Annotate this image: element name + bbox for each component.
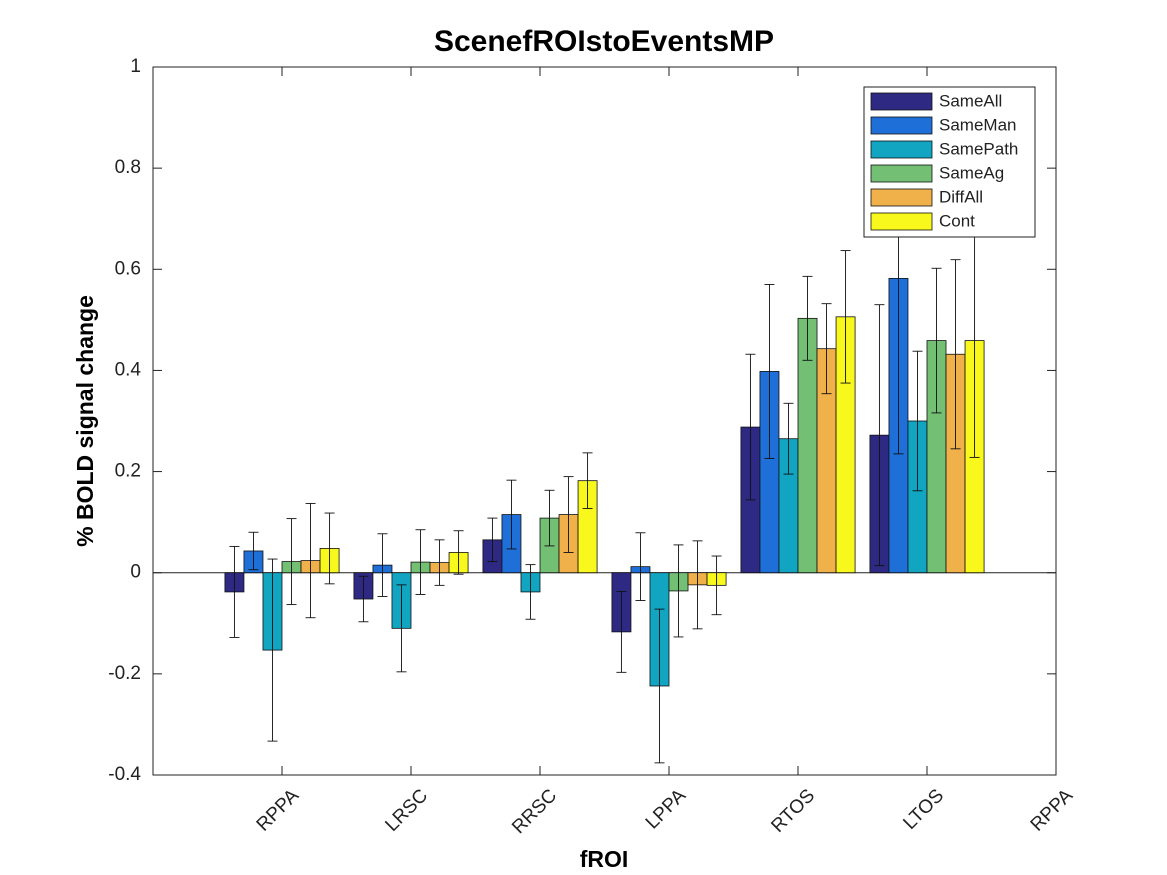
error-bar — [654, 608, 665, 764]
legend-swatch — [870, 188, 933, 207]
error-bar — [745, 353, 756, 501]
error-bar — [525, 564, 536, 620]
legend-label: Cont — [939, 211, 975, 230]
legend-label: SameMan — [939, 115, 1016, 134]
error-bar — [635, 532, 646, 601]
error-bar — [912, 350, 923, 492]
error-bar — [434, 539, 445, 586]
error-bar — [324, 512, 335, 585]
legend-label: DiffAll — [939, 187, 983, 206]
error-bar — [305, 502, 316, 619]
error-bar — [802, 275, 813, 361]
x-axis-label: fROI — [580, 846, 629, 872]
y-axis-label: % BOLD signal change — [72, 295, 98, 547]
y-tick-label: -0.4 — [108, 764, 141, 785]
error-bar — [229, 545, 240, 638]
legend-box — [863, 86, 1036, 238]
legend-label: SameAg — [939, 163, 1004, 182]
error-bar — [931, 267, 942, 414]
legend-swatch — [870, 212, 933, 231]
error-bar — [396, 584, 407, 673]
y-tick-label: 0 — [130, 562, 141, 583]
chart-title: ScenefROIstoEventsMP — [434, 25, 774, 58]
error-bar — [506, 479, 517, 550]
error-bar — [453, 530, 464, 575]
legend-label: SamePath — [939, 139, 1018, 158]
error-bar — [286, 518, 297, 606]
error-bar — [415, 529, 426, 595]
legend-swatch — [870, 140, 933, 159]
error-bar — [487, 517, 498, 563]
y-tick-label: 0.4 — [115, 359, 142, 380]
error-bar — [267, 558, 278, 742]
y-tick-label: 0.8 — [115, 157, 141, 178]
error-bar — [582, 452, 593, 509]
error-bar — [950, 259, 961, 450]
error-bar — [840, 250, 851, 384]
error-bar — [563, 476, 574, 553]
error-bar — [673, 544, 684, 638]
error-bar — [692, 540, 703, 630]
y-tick-label: 0.6 — [115, 258, 141, 279]
y-tick-label: 1 — [130, 56, 141, 77]
error-bar — [544, 489, 555, 547]
error-bar — [377, 533, 388, 597]
error-bar — [358, 575, 369, 623]
y-tick-label: 0.2 — [115, 461, 141, 482]
error-bar — [248, 531, 259, 571]
error-bar — [783, 402, 794, 475]
legend-label: SameAll — [939, 91, 1002, 110]
error-bar — [711, 555, 722, 616]
error-bar — [821, 303, 832, 395]
error-bar — [764, 284, 775, 459]
legend-swatch — [870, 116, 933, 135]
y-tick-label: -0.2 — [108, 663, 141, 684]
legend-swatch — [870, 164, 933, 183]
error-bar — [874, 304, 885, 567]
error-bar — [616, 590, 627, 673]
legend-swatch — [870, 92, 933, 111]
